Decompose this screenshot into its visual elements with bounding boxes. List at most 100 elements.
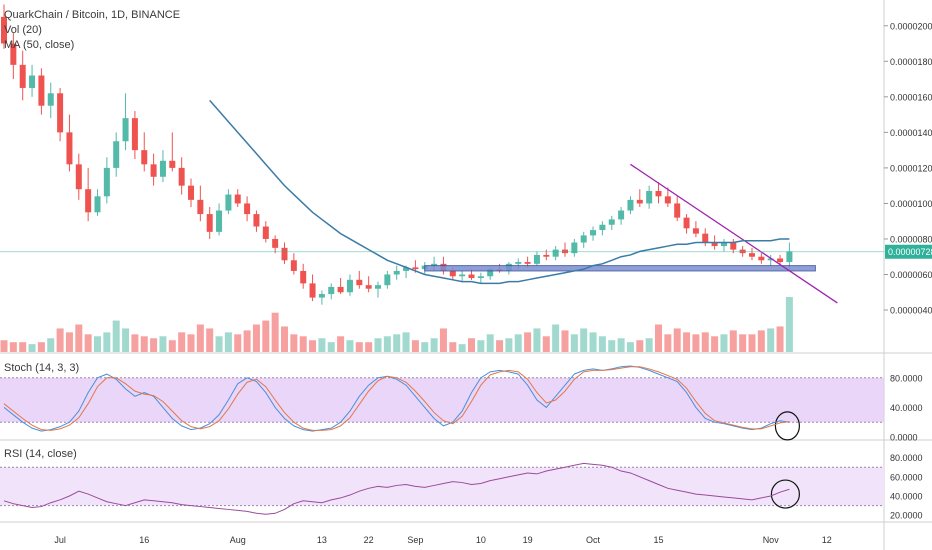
- volume-bar: [318, 338, 326, 352]
- time-tick-label: 22: [364, 535, 374, 545]
- candle-body: [253, 214, 260, 227]
- volume-bar: [692, 334, 700, 352]
- candle-body: [431, 263, 438, 266]
- candle-body: [206, 214, 213, 232]
- volume-bar: [598, 336, 606, 352]
- volume-bar: [196, 324, 204, 352]
- volume-bar: [524, 332, 532, 352]
- candle-body: [122, 118, 129, 142]
- candle-body: [786, 251, 793, 263]
- candle-body: [524, 262, 531, 264]
- volume-bar: [449, 342, 457, 352]
- volume-bar: [187, 334, 195, 352]
- stoch-d-line: [3, 366, 790, 431]
- volume-bar: [271, 312, 279, 352]
- candle-body: [66, 132, 73, 165]
- volume-bar: [430, 338, 438, 352]
- volume-bar: [299, 336, 307, 352]
- volume-bar: [252, 324, 260, 352]
- volume-bar: [757, 330, 765, 352]
- candle-body: [618, 210, 625, 220]
- volume-bar: [739, 334, 747, 352]
- volume-bar: [496, 340, 504, 352]
- volume-bar: [365, 342, 373, 352]
- volume-bar: [28, 344, 36, 352]
- chart-title: QuarkChain / Bitcoin, 1D, BINANCE: [4, 9, 181, 21]
- rsi-pane-title: RSI (14, close): [4, 448, 77, 460]
- volume-bar: [748, 334, 756, 352]
- volume-bar: [290, 334, 298, 352]
- volume-bar: [159, 336, 167, 352]
- volume-bar: [168, 340, 176, 352]
- candlesticks[interactable]: [1, 4, 793, 305]
- time-tick-label: 12: [822, 535, 832, 545]
- rsi-band: [0, 467, 884, 506]
- last-price-label: 0.00000728: [888, 247, 932, 257]
- stoch-k-line: [3, 365, 790, 432]
- candle-body: [375, 285, 381, 289]
- volume-bar: [711, 336, 719, 352]
- trendline: [630, 163, 838, 304]
- volume-bar: [103, 332, 111, 352]
- candle-body: [627, 199, 634, 211]
- volume-bar: [411, 340, 419, 352]
- candle-body: [730, 242, 737, 250]
- volume-bar: [337, 336, 345, 352]
- volume-bar: [701, 332, 709, 352]
- candle-body: [178, 167, 185, 186]
- candle-body: [281, 247, 288, 261]
- candle-body: [188, 185, 194, 200]
- volume-bar: [65, 332, 73, 352]
- stoch-circle-annotation: [774, 411, 801, 441]
- candle-body: [515, 262, 522, 264]
- volume-bar: [580, 328, 588, 352]
- pane-backgrounds: [0, 377, 884, 507]
- candle-body: [225, 194, 232, 211]
- indicator-lines: [3, 99, 790, 515]
- volume-bar: [514, 334, 522, 352]
- volume-bar: [19, 342, 27, 352]
- rsi-tick-label: 20.0000: [890, 511, 923, 521]
- time-tick-label: 16: [139, 535, 149, 545]
- candle-body: [1, 16, 7, 44]
- candle-body: [468, 274, 475, 279]
- volume-bar: [112, 320, 120, 352]
- candle-body: [767, 258, 774, 261]
- stoch-tick-label: 40.0000: [890, 403, 923, 413]
- stoch-pane-title: Stoch (14, 3, 3): [4, 362, 80, 374]
- volume-bar: [215, 336, 223, 352]
- candle-body: [272, 238, 279, 248]
- candle-body: [758, 256, 765, 261]
- candle-body: [10, 43, 17, 65]
- time-tick-label: Aug: [230, 535, 246, 545]
- volume-bar: [374, 338, 382, 352]
- volume-bar: [439, 328, 447, 352]
- candle-body: [262, 226, 269, 239]
- candle-body: [459, 274, 466, 277]
- volume-bar: [206, 328, 214, 352]
- candle-body: [702, 233, 709, 243]
- candle-body: [57, 93, 64, 133]
- volume-bar: [37, 342, 45, 352]
- volume-bar: [608, 340, 616, 352]
- volume-bar: [383, 336, 391, 352]
- candle-body: [85, 189, 92, 213]
- volume-bar: [542, 336, 550, 352]
- volume-bar: [140, 336, 148, 352]
- legend-ma: MA (50, close): [4, 39, 75, 51]
- candle-body: [38, 75, 45, 106]
- time-tick-label: 10: [476, 535, 486, 545]
- volume-bar: [281, 326, 288, 352]
- rsi-circle-annotation: [770, 479, 801, 509]
- candle-body: [477, 276, 484, 279]
- candle-body: [94, 196, 101, 213]
- candle-body: [393, 270, 400, 275]
